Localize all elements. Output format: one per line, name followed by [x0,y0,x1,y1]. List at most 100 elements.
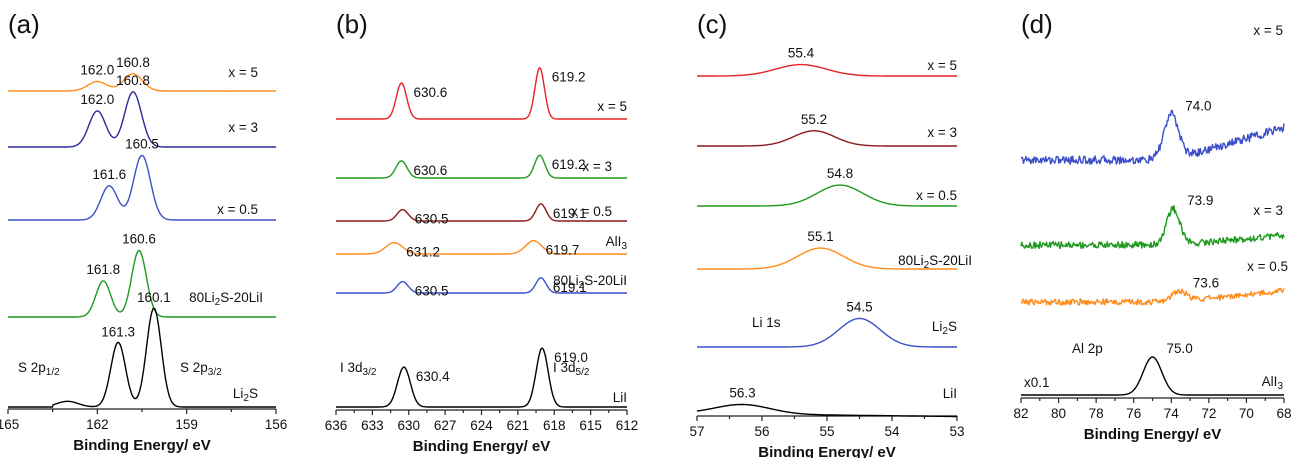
x-tick-label: 636 [325,418,348,433]
series-label: x = 3 [1253,203,1283,218]
x-tick-label: 80 [1051,406,1066,421]
spectrum-trace [336,203,627,222]
panel-label: (b) [336,9,368,39]
spectrum-trace [8,154,276,221]
peak-label: 160.8 [116,73,150,88]
x-tick-label: 54 [884,424,900,439]
x-axis-title: Binding Energy/ eV [73,437,211,454]
x-tick-label: 159 [175,417,198,432]
series-label: x = 5 [228,65,258,80]
peak-label: 73.6 [1193,275,1219,290]
x-tick-label: 630 [397,418,420,433]
panel-label: (d) [1021,9,1053,39]
peak-label: 631.2 [406,245,440,260]
peak-label: 619.2 [552,70,586,85]
x-tick-label: 57 [689,424,704,439]
spectrum-trace [336,277,627,294]
spectrum-trace [697,130,957,147]
x-tick-label: 618 [543,418,566,433]
panel-3: (c) 57 56 55 54 53 Binding Energy/ eV x = 5 55.4… [689,9,972,458]
series-label: Li2S [233,386,258,404]
peak-label: 619.0 [554,350,588,365]
series-label: x = 5 [1253,23,1283,38]
series-label: x = 0.5 [217,202,258,217]
series-label: x = 3 [582,159,612,174]
spectrum-trace [697,184,957,207]
peak-label: 54.5 [846,300,872,315]
peak-label: 55.1 [807,229,833,244]
x-tick-label: 615 [579,418,602,433]
x-tick-label: 82 [1013,406,1028,421]
peak-label: 160.6 [122,231,156,246]
series-label: 80Li2S-20LiI [189,290,263,308]
series-label: x = 3 [228,120,258,135]
x-tick-label: 78 [1089,406,1104,421]
spectrum-trace [8,249,276,318]
x-tick-label: 70 [1239,406,1254,421]
peak-label: 74.0 [1185,98,1211,113]
series-label: x = 5 [927,58,957,73]
peak-label: 56.3 [729,386,755,401]
panel-1: (a) 165 162 159 156 Binding Energy/ eV x = 5 16… [0,9,287,454]
x-tick-label: 621 [507,418,530,433]
series-label: AlI3 [1262,374,1284,392]
x-tick-label: 156 [265,417,288,432]
spectrum-trace [1021,356,1284,396]
peak-label: 619.1 [553,280,587,295]
peak-label: 630.6 [413,85,447,100]
peak-annotation: Li 1s [752,315,781,330]
peak-label: 161.3 [101,324,135,339]
x-tick-label: 56 [754,424,769,439]
spectrum-trace [8,91,276,148]
panel-label: (c) [697,9,727,39]
x-tick-label: 633 [361,418,384,433]
peak-label: 161.6 [92,167,126,182]
peak-label: 73.9 [1187,193,1213,208]
peak-annotation: I 3d3/2 [340,360,377,378]
panel-4: (d) 82 80 78 76 74 72 70 68 Binding Energy/ eV x =… [1013,9,1291,443]
series-label: x = 0.5 [916,188,957,203]
peak-label: 630.4 [416,369,450,384]
x-tick-label: 68 [1276,406,1291,421]
peak-annotation: I 3d5/2 [553,360,590,378]
peak-label: 630.6 [413,163,447,178]
spectrum-trace [336,239,627,255]
peak-label: 54.8 [827,166,853,181]
peak-annotation: x0.1 [1024,375,1050,390]
series-label: LiI [613,390,627,405]
peak-annotation: S 2p3/2 [180,360,222,378]
x-tick-label: 162 [86,417,109,432]
x-tick-label: 53 [949,424,964,439]
x-tick-label: 74 [1164,406,1180,421]
x-tick-label: 165 [0,417,19,432]
spectrum-trace [1020,287,1285,306]
x-axis-title: Binding Energy/ eV [413,438,551,455]
spectrum-trace [697,63,957,77]
peak-annotation: Al 2p [1072,341,1103,356]
x-tick-label: 55 [819,424,834,439]
series-label: AlI3 [606,234,628,252]
peak-label: 619.1 [553,206,587,221]
spectrum-trace [697,317,957,348]
peak-label: 161.8 [86,262,120,277]
series-label: 80Li2S-20LiI [898,253,972,271]
x-tick-label: 612 [616,418,639,433]
spectrum-trace [8,307,276,408]
peak-label: 75.0 [1167,341,1193,356]
peak-label: 630.5 [415,212,449,227]
peak-label: 55.4 [788,46,815,61]
x-tick-label: 627 [434,418,457,433]
peak-label: 619.2 [552,157,586,172]
spectrum-trace [336,66,627,120]
peak-label: 55.2 [801,112,827,127]
spectrum-trace [697,247,957,270]
peak-label: 162.0 [80,62,114,77]
spectrum-trace [696,403,957,418]
peak-label: 630.5 [415,284,449,299]
x-tick-label: 72 [1201,406,1216,421]
peak-label: 619.7 [546,243,580,258]
series-label: LiI [943,386,957,401]
x-axis-title: Binding Energy/ eV [758,444,896,458]
series-label: x = 5 [597,99,627,114]
peak-label: 160.1 [137,290,171,305]
